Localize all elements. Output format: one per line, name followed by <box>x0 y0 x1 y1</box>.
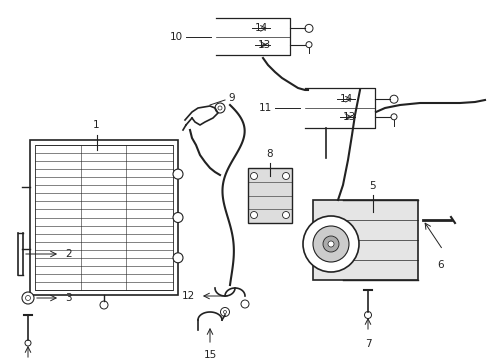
Circle shape <box>305 42 311 48</box>
Circle shape <box>25 296 30 301</box>
Circle shape <box>173 212 183 222</box>
Circle shape <box>305 24 312 32</box>
Text: 14: 14 <box>254 23 268 33</box>
Circle shape <box>282 211 289 219</box>
Text: 10: 10 <box>169 31 183 41</box>
Text: 11: 11 <box>258 103 271 113</box>
Bar <box>35 145 173 290</box>
Text: 2: 2 <box>65 249 71 259</box>
Text: 13: 13 <box>342 112 356 122</box>
Circle shape <box>22 292 34 304</box>
Circle shape <box>250 211 257 219</box>
Circle shape <box>223 310 226 314</box>
Circle shape <box>173 169 183 179</box>
Circle shape <box>25 340 31 346</box>
Circle shape <box>218 106 222 110</box>
Text: 12: 12 <box>182 291 195 301</box>
Circle shape <box>173 253 183 263</box>
Bar <box>247 168 291 223</box>
Text: 5: 5 <box>369 181 376 191</box>
Circle shape <box>390 114 396 120</box>
Text: 1: 1 <box>93 120 100 130</box>
Text: 6: 6 <box>437 260 444 270</box>
Text: 14: 14 <box>339 94 352 104</box>
Circle shape <box>323 236 338 252</box>
Text: 8: 8 <box>266 149 273 159</box>
Bar <box>30 140 178 295</box>
Circle shape <box>312 226 348 262</box>
Circle shape <box>364 311 371 319</box>
Text: 7: 7 <box>364 339 370 349</box>
Circle shape <box>100 301 108 309</box>
Circle shape <box>250 172 257 180</box>
Circle shape <box>327 241 333 247</box>
Circle shape <box>303 216 358 272</box>
Circle shape <box>282 172 289 180</box>
Circle shape <box>215 103 224 113</box>
Text: 13: 13 <box>258 40 271 50</box>
Bar <box>312 200 417 280</box>
Circle shape <box>241 300 248 308</box>
Text: 9: 9 <box>227 93 234 103</box>
Text: 15: 15 <box>203 350 216 360</box>
Circle shape <box>389 95 397 103</box>
Text: 3: 3 <box>65 293 71 303</box>
Circle shape <box>220 307 229 316</box>
